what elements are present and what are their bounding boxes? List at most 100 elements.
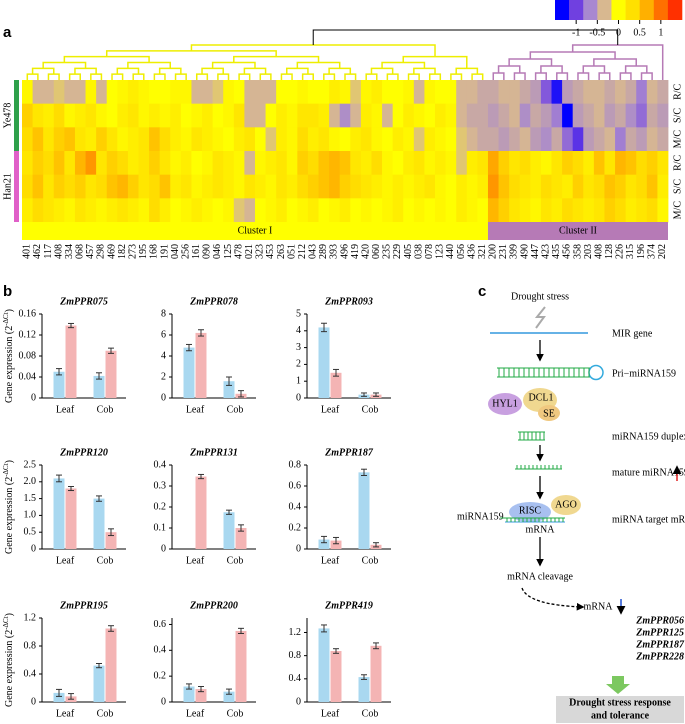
colorbar-label: 0 xyxy=(616,27,621,38)
heatmap-cell xyxy=(22,151,33,176)
dendrogram xyxy=(640,72,653,80)
heatmap-cell xyxy=(466,151,478,176)
bar xyxy=(318,539,330,549)
column-label: 043 xyxy=(308,244,319,259)
column-label: 435 xyxy=(551,244,562,259)
column-label: 496 xyxy=(339,244,350,259)
x-tick-label: Leaf xyxy=(321,708,340,719)
column-label: 040 xyxy=(170,244,181,259)
error-bar xyxy=(333,536,339,545)
heatmap-cell xyxy=(498,198,510,223)
heatmap-cell xyxy=(625,151,637,176)
heatmap-cell xyxy=(22,198,33,223)
heatmap-cell xyxy=(106,127,118,152)
error-bar xyxy=(198,685,204,693)
heatmap-cell xyxy=(53,80,65,105)
heatmap-cell xyxy=(64,151,76,176)
heatmap-cell xyxy=(509,198,521,223)
dendrogram xyxy=(259,73,272,80)
heatmap-cell xyxy=(202,103,214,128)
heatmap-cell xyxy=(530,151,542,176)
heatmap-cell xyxy=(593,127,605,152)
heatmap-cell xyxy=(435,198,447,223)
heatmap-cell xyxy=(625,80,637,105)
heatmap-cell xyxy=(509,80,521,105)
heatmap-cell xyxy=(53,103,65,128)
heatmap-cell xyxy=(360,174,372,199)
column-label: 212 xyxy=(297,244,308,259)
heatmap-cell xyxy=(233,174,245,199)
label: miRNA159 duplex xyxy=(612,431,685,442)
heatmap-cell xyxy=(593,80,605,105)
heatmap-cell xyxy=(276,103,288,128)
heatmap-cell xyxy=(127,127,139,152)
y-tick-label: 0.12 xyxy=(19,329,37,340)
heatmap-cell xyxy=(392,151,404,176)
column-label: 399 xyxy=(509,244,520,259)
heatmap-cell xyxy=(43,198,55,223)
heatmap-cell xyxy=(403,174,415,199)
heatmap-cell xyxy=(562,127,574,152)
chart-title: ZmPPR131 xyxy=(189,447,238,458)
heatmap-cell xyxy=(191,80,203,105)
heatmap-cell xyxy=(530,174,542,199)
y-tick-label: 1.2 xyxy=(24,612,37,623)
column-label: 168 xyxy=(149,244,160,259)
heatmap-cell xyxy=(149,151,161,176)
error-bar xyxy=(238,390,244,398)
bar xyxy=(53,692,65,702)
column-label: 051 xyxy=(286,244,297,259)
column-label: 195 xyxy=(138,244,149,259)
heatmap-cell xyxy=(540,103,552,128)
heatmap-cell xyxy=(403,127,415,152)
dendrogram xyxy=(540,65,563,73)
heatmap-cell xyxy=(572,151,584,176)
heatmap-cell xyxy=(456,103,468,128)
colorbar-label: -0.5 xyxy=(589,27,605,38)
column-label: 490 xyxy=(519,244,530,259)
heatmap-cell xyxy=(202,127,214,152)
heatmap-cell xyxy=(329,198,341,223)
heatmap-cell xyxy=(117,151,129,176)
heatmap-cell xyxy=(487,198,499,223)
heatmap-cell xyxy=(170,174,182,199)
heatmap-cell xyxy=(180,174,192,199)
bar xyxy=(195,332,207,398)
x-tick-label: Leaf xyxy=(321,555,340,566)
heatmap-cell xyxy=(254,80,266,105)
heatmap-cell xyxy=(466,127,478,152)
heatmap-cell xyxy=(96,174,108,199)
heatmap-cell xyxy=(519,80,531,105)
column-label: 191 xyxy=(159,244,170,259)
heatmap-cell xyxy=(297,151,309,176)
heatmap-cell xyxy=(604,127,616,152)
bar xyxy=(330,651,342,702)
heatmap-cell xyxy=(244,174,256,199)
dendrogram xyxy=(63,55,150,63)
heatmap-cell xyxy=(307,198,319,223)
y-tick-label: 0.4 xyxy=(154,459,167,470)
label: mature miRNA159 xyxy=(612,467,685,478)
y-tick-label: 0 xyxy=(296,543,301,554)
heatmap-cell xyxy=(276,174,288,199)
x-tick-label: Cob xyxy=(362,708,379,719)
heatmap-cell xyxy=(85,80,97,105)
heatmap-cell xyxy=(562,174,574,199)
heatmap-cell xyxy=(233,198,245,223)
heatmap-cell xyxy=(657,103,669,128)
dendrogram xyxy=(47,73,60,80)
heatmap-cell xyxy=(392,198,404,223)
heatmap-cell xyxy=(498,127,510,152)
heatmap-cell xyxy=(149,174,161,199)
error-bar xyxy=(108,528,114,537)
heatmap-cell xyxy=(53,174,65,199)
heatmap-cell xyxy=(456,151,468,176)
heatmap-cell xyxy=(159,198,171,223)
x-tick-label: Cob xyxy=(97,555,114,566)
heatmap-cell xyxy=(487,151,499,176)
column-label: 408 xyxy=(593,244,604,259)
gene: ZmPPR228 xyxy=(635,651,684,662)
heatmap-cell xyxy=(202,80,214,105)
heatmap-cell xyxy=(572,103,584,128)
